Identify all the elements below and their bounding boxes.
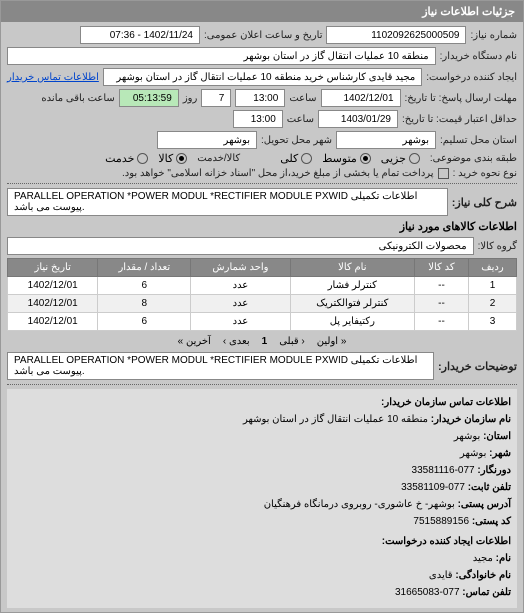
table-cell: عدد xyxy=(191,295,291,313)
creator-line: تلفن تماس: 077-31665083 xyxy=(13,585,511,601)
contact-line: دورنگار: 077-33581116 xyxy=(13,463,511,479)
radio-service[interactable]: خدمت xyxy=(105,152,148,165)
items-table: ردیفکد کالانام کالاواحد شمارشتعداد / مقد… xyxy=(7,258,517,331)
table-cell: 2 xyxy=(468,295,516,313)
location-label: استان محل تسلیم: xyxy=(440,135,517,146)
table-header: ردیف xyxy=(468,259,516,277)
remaining-suffix: ساعت باقی مانده xyxy=(41,93,114,104)
radio-large[interactable]: کلی xyxy=(280,152,312,165)
payment-checkbox[interactable] xyxy=(438,168,449,179)
payment-text: پرداخت تمام یا بخشی از مبلغ خرید،از محل … xyxy=(122,168,434,179)
table-row: 3--رکتیفایر پلعدد61402/12/01 xyxy=(8,313,517,331)
contact-line: تلفن ثابت: 077-33581109 xyxy=(13,480,511,496)
province: بوشهر xyxy=(336,131,436,149)
page-next[interactable]: بعدی › xyxy=(219,335,254,348)
requester-value: مجید قایدی کارشناس خرید منطقه 10 عملیات … xyxy=(103,68,422,86)
page-current: 1 xyxy=(258,335,272,348)
payment-label: نوع نحوه خرید : xyxy=(453,168,517,179)
contact-line: استان: بوشهر xyxy=(13,429,511,445)
contact-line: آدرس پستی: بوشهر- خ عاشوری- روبروی درمان… xyxy=(13,497,511,513)
radio-medium[interactable]: متوسط xyxy=(322,152,371,165)
deadline-time: 13:00 xyxy=(235,89,285,107)
page-last[interactable]: آخرین » xyxy=(174,335,215,348)
announce-dt-value: 1402/11/24 - 07:36 xyxy=(80,26,200,44)
quote-valid-time-label: ساعت xyxy=(287,114,314,125)
table-cell: عدد xyxy=(191,313,291,331)
remaining-days-label: روز xyxy=(183,93,198,104)
quote-valid-time: 13:00 xyxy=(233,110,283,128)
city-label: شهر محل تحویل: xyxy=(261,135,332,146)
radio-kala[interactable]: کالا xyxy=(158,152,187,165)
requester-label: ایجاد کننده درخواست: xyxy=(426,72,517,83)
contact-link[interactable]: اطلاعات تماس خریدار xyxy=(7,72,99,83)
creator-title: اطلاعات ایجاد کننده درخواست: xyxy=(382,536,511,547)
radio-small[interactable]: جزیی xyxy=(381,152,420,165)
table-cell: کنترلر فتوالکتریک xyxy=(290,295,414,313)
buyer-org-value: منطقه 10 عملیات انتقال گاز در استان بوشه… xyxy=(7,47,436,65)
table-cell: کنترلر فشار xyxy=(290,277,414,295)
buyer-notes-label: توضیحات خریدار: xyxy=(438,360,517,373)
table-cell: 6 xyxy=(98,277,191,295)
table-cell: 1402/12/01 xyxy=(8,295,98,313)
table-cell: 6 xyxy=(98,313,191,331)
table-header: تاریخ نیاز xyxy=(8,259,98,277)
contact-line: کد پستی: 7515889156 xyxy=(13,514,511,530)
table-header: نام کالا xyxy=(290,259,414,277)
table-cell: -- xyxy=(414,295,468,313)
items-title: اطلاعات کالاهای مورد نیاز xyxy=(7,220,517,233)
table-row: 1--کنترلر فشارعدد61402/12/01 xyxy=(8,277,517,295)
deadline-label: مهلت ارسال پاسخ: تا تاریخ: xyxy=(405,93,517,104)
announce-dt-label: تاریخ و ساعت اعلان عمومی: xyxy=(204,30,323,41)
table-header: واحد شمارش xyxy=(191,259,291,277)
table-cell: 3 xyxy=(468,313,516,331)
quote-valid-label: حداقل اعتبار قیمت: تا تاریخ: xyxy=(402,114,517,125)
need-number-label: شماره نیاز: xyxy=(470,30,517,41)
deadline-date: 1402/12/01 xyxy=(321,89,401,107)
table-cell: 1402/12/01 xyxy=(8,313,98,331)
table-cell: رکتیفایر پل xyxy=(290,313,414,331)
page-first[interactable]: « اولین xyxy=(313,335,351,348)
panel-title: جزئیات اطلاعات نیاز xyxy=(1,1,523,22)
page-prev[interactable]: ‹ قبلی xyxy=(275,335,309,348)
deadline-time-label: ساعت xyxy=(289,93,316,104)
table-cell: 1402/12/01 xyxy=(8,277,98,295)
contact-title: اطلاعات تماس سازمان خریدار: xyxy=(381,397,511,408)
city: بوشهر xyxy=(157,131,257,149)
remaining-days: 7 xyxy=(201,89,231,107)
buyer-notes-value: PARALLEL OPERATION *POWER MODUL *RECTIFI… xyxy=(7,352,434,380)
table-cell: -- xyxy=(414,313,468,331)
buyer-org-label: نام دستگاه خریدار: xyxy=(440,51,517,62)
budget-label: طبقه بندی موضوعی: xyxy=(430,153,517,164)
main-spec-value: PARALLEL OPERATION *POWER MODUL *RECTIFI… xyxy=(7,188,448,216)
table-header: تعداد / مقدار xyxy=(98,259,191,277)
form-container: جزئیات اطلاعات نیاز شماره نیاز: 11020926… xyxy=(0,0,524,613)
contact-info-block: اطلاعات تماس سازمان خریدار: نام سازمان خ… xyxy=(7,389,517,608)
creator-line: نام خانوادگی: قایدی xyxy=(13,568,511,584)
table-cell: -- xyxy=(414,277,468,295)
remaining-clock: 05:13:59 xyxy=(119,89,179,107)
pagination: « اولین ‹ قبلی 1 بعدی › آخرین » xyxy=(7,335,517,348)
main-spec-label: شرح کلی نیاز: xyxy=(452,196,517,209)
group-label: گروه کالا: xyxy=(478,241,517,252)
table-cell: 8 xyxy=(98,295,191,313)
table-row: 2--کنترلر فتوالکتریکعدد81402/12/01 xyxy=(8,295,517,313)
kala-label: کالا/خدمت xyxy=(197,153,240,164)
group-value: محصولات الکترونیکی xyxy=(7,237,474,255)
contact-line: نام سازمان خریدار: منطقه 10 عملیات انتقا… xyxy=(13,412,511,428)
quote-valid-date: 1403/01/29 xyxy=(318,110,398,128)
creator-line: نام: مجید xyxy=(13,551,511,567)
need-number-value: 1102092625000509 xyxy=(326,26,466,44)
contact-line: شهر: بوشهر xyxy=(13,446,511,462)
table-cell: 1 xyxy=(468,277,516,295)
table-header: کد کالا xyxy=(414,259,468,277)
table-cell: عدد xyxy=(191,277,291,295)
